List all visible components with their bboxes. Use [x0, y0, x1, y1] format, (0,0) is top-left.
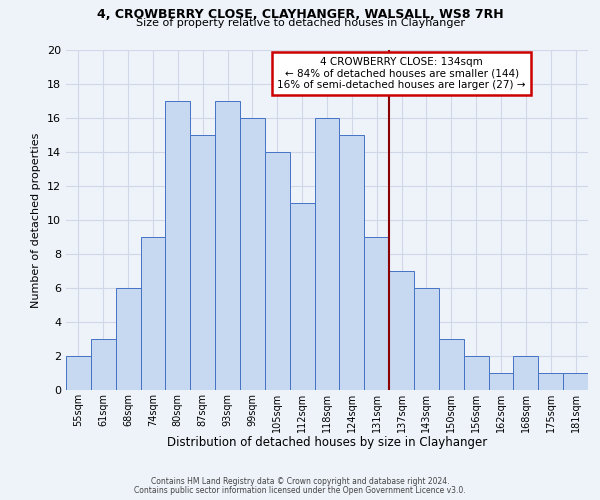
- Bar: [340, 135, 364, 390]
- Bar: [314, 118, 340, 390]
- Bar: [364, 237, 389, 390]
- Bar: [414, 288, 439, 390]
- Bar: [240, 118, 265, 390]
- Bar: [215, 101, 240, 390]
- Text: Size of property relative to detached houses in Clayhanger: Size of property relative to detached ho…: [136, 18, 464, 28]
- Bar: [265, 152, 290, 390]
- Bar: [91, 339, 116, 390]
- Bar: [166, 101, 190, 390]
- Bar: [190, 135, 215, 390]
- Bar: [290, 203, 314, 390]
- Bar: [464, 356, 488, 390]
- X-axis label: Distribution of detached houses by size in Clayhanger: Distribution of detached houses by size …: [167, 436, 487, 450]
- Bar: [439, 339, 464, 390]
- Y-axis label: Number of detached properties: Number of detached properties: [31, 132, 41, 308]
- Bar: [563, 373, 588, 390]
- Bar: [514, 356, 538, 390]
- Text: Contains HM Land Registry data © Crown copyright and database right 2024.: Contains HM Land Registry data © Crown c…: [151, 477, 449, 486]
- Text: Contains public sector information licensed under the Open Government Licence v3: Contains public sector information licen…: [134, 486, 466, 495]
- Bar: [66, 356, 91, 390]
- Bar: [140, 237, 166, 390]
- Text: 4 CROWBERRY CLOSE: 134sqm
← 84% of detached houses are smaller (144)
16% of semi: 4 CROWBERRY CLOSE: 134sqm ← 84% of detac…: [277, 57, 526, 90]
- Bar: [116, 288, 140, 390]
- Text: 4, CROWBERRY CLOSE, CLAYHANGER, WALSALL, WS8 7RH: 4, CROWBERRY CLOSE, CLAYHANGER, WALSALL,…: [97, 8, 503, 20]
- Bar: [389, 271, 414, 390]
- Bar: [538, 373, 563, 390]
- Bar: [488, 373, 514, 390]
